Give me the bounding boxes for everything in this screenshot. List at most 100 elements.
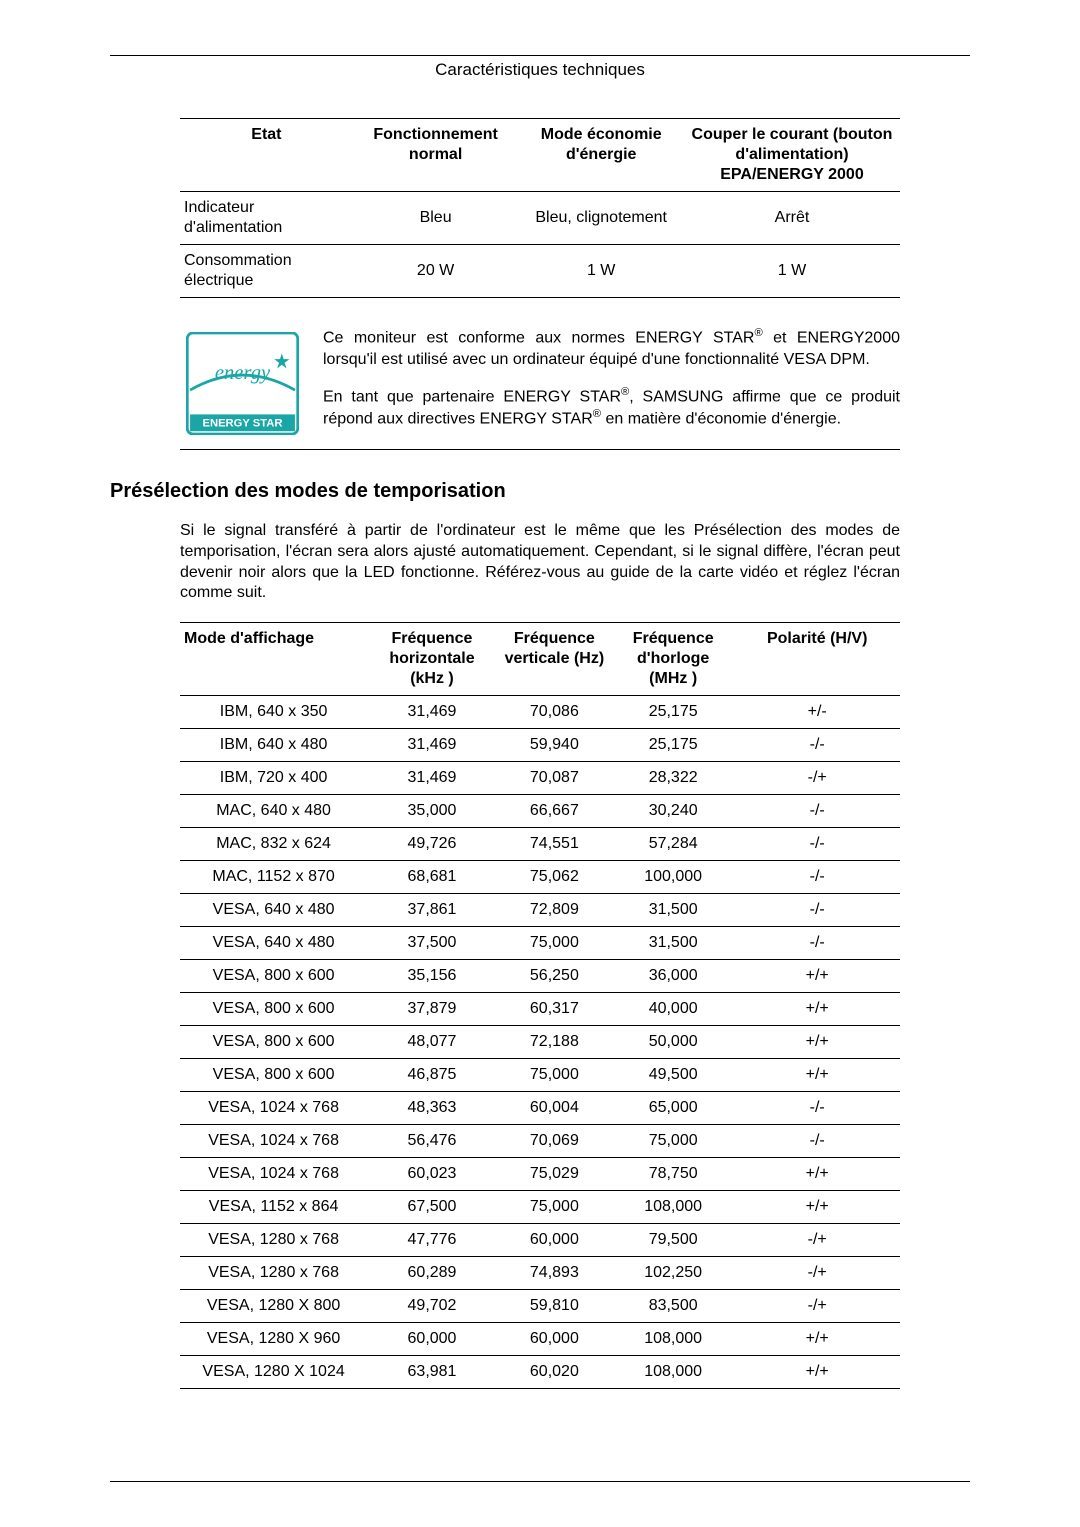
timing-th-3: Fréquence d'horloge (MHz ) [612,623,734,696]
table-cell: 68,681 [367,861,497,894]
table-cell: 35,156 [367,960,497,993]
table-row: VESA, 1280 X 96060,00060,000108,000+/+ [180,1323,900,1356]
table-cell: 48,363 [367,1092,497,1125]
power-th-2: Mode économie d'énergie [518,119,684,192]
table-cell: Indicateur d'alimentation [180,192,353,245]
table-row: MAC, 1152 x 87068,68175,062100,000-/- [180,861,900,894]
table-cell: 25,175 [612,729,734,762]
table-cell: VESA, 1280 x 768 [180,1224,367,1257]
table-cell: VESA, 1280 X 1024 [180,1356,367,1389]
table-cell: 70,069 [497,1125,612,1158]
power-table: Etat Fonctionnement normal Mode économie… [180,118,900,298]
table-cell: +/+ [734,960,900,993]
table-cell: VESA, 800 x 600 [180,1059,367,1092]
table-cell: VESA, 640 x 480 [180,927,367,960]
table-cell: 56,476 [367,1125,497,1158]
table-cell: MAC, 640 x 480 [180,795,367,828]
table-cell: 75,000 [497,1191,612,1224]
table-cell: -/+ [734,1224,900,1257]
reg-mark: ® [754,327,762,339]
table-cell: 49,702 [367,1290,497,1323]
table-cell: 1 W [518,245,684,298]
page: Caractéristiques techniques Etat Fonctio… [0,0,1080,1527]
table-cell: 36,000 [612,960,734,993]
table-cell: 60,317 [497,993,612,1026]
timing-th-1: Fréquence horizontale (kHz ) [367,623,497,696]
table-cell: 78,750 [612,1158,734,1191]
table-cell: 72,188 [497,1026,612,1059]
table-cell: 31,469 [367,696,497,729]
table-cell: 83,500 [612,1290,734,1323]
table-cell: 63,981 [367,1356,497,1389]
table-row: VESA, 640 x 48037,50075,00031,500-/- [180,927,900,960]
svg-text:ENERGY STAR: ENERGY STAR [203,418,283,430]
table-cell: 59,810 [497,1290,612,1323]
table-cell: 25,175 [612,696,734,729]
table-cell: +/+ [734,993,900,1026]
table-cell: -/- [734,828,900,861]
table-cell: 74,893 [497,1257,612,1290]
table-cell: 60,023 [367,1158,497,1191]
timing-th-0: Mode d'affichage [180,623,367,696]
table-cell: 31,469 [367,762,497,795]
table-cell: VESA, 1024 x 768 [180,1125,367,1158]
energy-p2-a: En tant que partenaire ENERGY STAR [323,388,621,405]
power-th-3: Couper le courant (bouton d'alimentation… [684,119,900,192]
table-cell: 75,000 [612,1125,734,1158]
power-th-1: Fonctionnement normal [353,119,519,192]
table-cell: 49,500 [612,1059,734,1092]
table-cell: 67,500 [367,1191,497,1224]
table-cell: 37,500 [367,927,497,960]
timing-th-4: Polarité (H/V) [734,623,900,696]
power-table-head: Etat Fonctionnement normal Mode économie… [180,119,900,192]
page-header: Caractéristiques techniques [110,60,970,88]
table-row: VESA, 800 x 60046,87575,00049,500+/+ [180,1059,900,1092]
section-title: Présélection des modes de temporisation [110,480,970,503]
table-cell: 108,000 [612,1323,734,1356]
table-cell: 28,322 [612,762,734,795]
table-cell: 60,000 [497,1224,612,1257]
table-row: VESA, 1280 x 76847,77660,00079,500-/+ [180,1224,900,1257]
table-cell: 100,000 [612,861,734,894]
energy-star-block: energy ENERGY STAR Ce moniteur est confo… [180,326,900,450]
table-cell: 48,077 [367,1026,497,1059]
timing-th-2: Fréquence verticale (Hz) [497,623,612,696]
table-cell: 60,000 [497,1323,612,1356]
table-row: IBM, 720 x 40031,46970,08728,322-/+ [180,762,900,795]
table-row: VESA, 1024 x 76856,47670,06975,000-/- [180,1125,900,1158]
table-row: VESA, 1280 X 80049,70259,81083,500-/+ [180,1290,900,1323]
energy-para-2: En tant que partenaire ENERGY STAR®, SAM… [323,385,900,431]
table-row: MAC, 640 x 48035,00066,66730,240-/- [180,795,900,828]
energy-p2-c: en matière d'économie d'énergie. [601,411,841,428]
energy-p1-a: Ce moniteur est conforme aux normes ENER… [323,329,754,346]
table-row: IBM, 640 x 35031,46970,08625,175+/- [180,696,900,729]
table-cell: 56,250 [497,960,612,993]
table-row: VESA, 800 x 60037,87960,31740,000+/+ [180,993,900,1026]
content-area: Etat Fonctionnement normal Mode économie… [110,118,970,450]
table-cell: 74,551 [497,828,612,861]
table-cell: VESA, 1280 X 800 [180,1290,367,1323]
table-cell: 66,667 [497,795,612,828]
table-cell: IBM, 640 x 480 [180,729,367,762]
table-cell: 47,776 [367,1224,497,1257]
table-cell: 50,000 [612,1026,734,1059]
table-cell: 70,086 [497,696,612,729]
table-row: VESA, 1152 x 86467,50075,000108,000+/+ [180,1191,900,1224]
table-cell: -/- [734,894,900,927]
table-row: VESA, 640 x 48037,86172,80931,500-/- [180,894,900,927]
table-cell: VESA, 640 x 480 [180,894,367,927]
table-cell: VESA, 800 x 600 [180,1026,367,1059]
timing-table: Mode d'affichageFréquence horizontale (k… [180,622,900,1389]
table-cell: VESA, 800 x 600 [180,993,367,1026]
power-th-0: Etat [180,119,353,192]
table-cell: 31,469 [367,729,497,762]
energy-star-logo: energy ENERGY STAR [180,326,305,441]
table-cell: 37,861 [367,894,497,927]
table-cell: 75,062 [497,861,612,894]
table-cell: 1 W [684,245,900,298]
timing-content: Si le signal transféré à partir de l'ord… [110,521,970,1389]
timing-table-head: Mode d'affichageFréquence horizontale (k… [180,623,900,696]
top-rule [110,55,970,56]
table-cell: +/+ [734,1356,900,1389]
table-cell: -/- [734,729,900,762]
